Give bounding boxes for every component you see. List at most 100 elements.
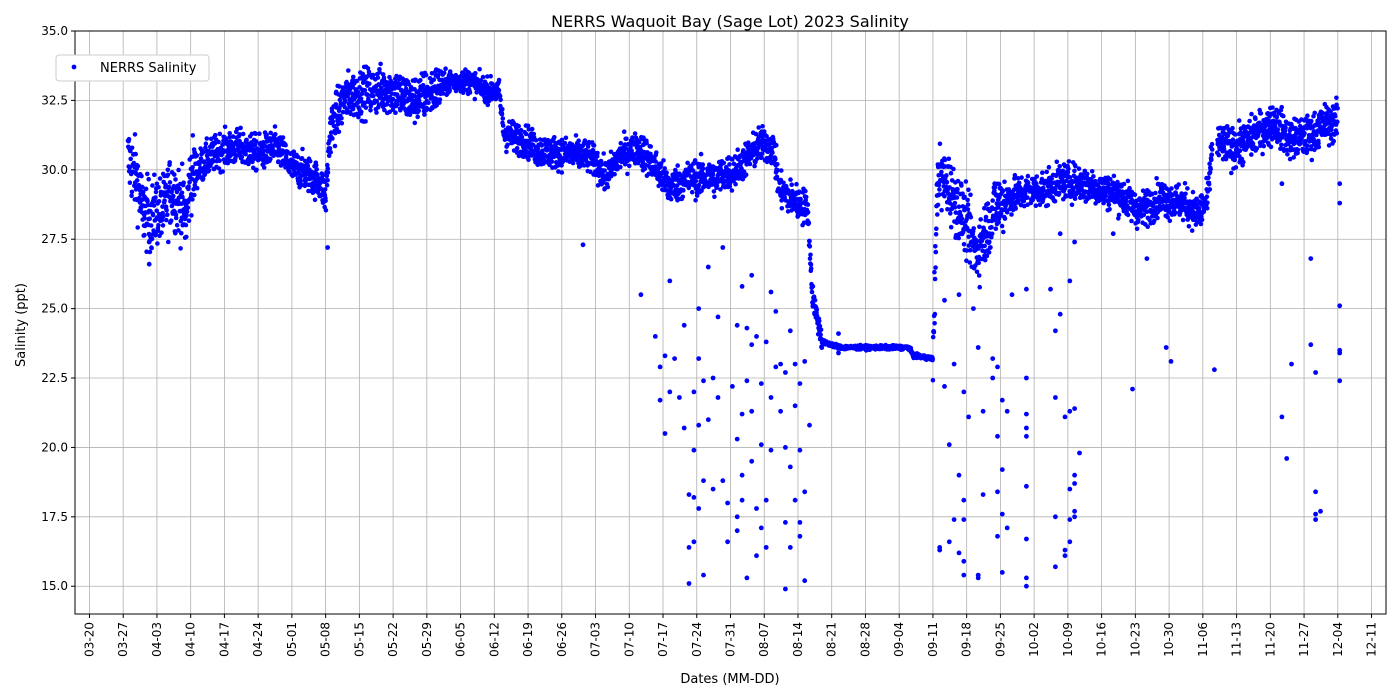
data-point bbox=[982, 257, 988, 263]
data-point bbox=[576, 138, 581, 143]
data-point bbox=[675, 163, 680, 168]
data-point bbox=[693, 198, 698, 203]
data-point bbox=[974, 269, 980, 275]
data-point bbox=[403, 86, 409, 91]
data-point bbox=[166, 184, 172, 190]
data-point bbox=[937, 187, 942, 192]
data-point bbox=[211, 159, 216, 164]
data-point bbox=[741, 148, 746, 153]
data-point bbox=[165, 172, 171, 178]
data-point bbox=[1183, 191, 1188, 197]
data-point bbox=[335, 121, 341, 127]
data-point bbox=[552, 135, 557, 140]
data-point bbox=[937, 141, 943, 147]
data-point bbox=[1034, 181, 1039, 186]
data-point bbox=[322, 187, 328, 192]
data-point bbox=[788, 177, 793, 182]
data-point bbox=[1066, 159, 1072, 164]
data-point bbox=[933, 232, 939, 237]
data-point bbox=[811, 294, 817, 300]
data-point bbox=[559, 170, 565, 175]
data-point bbox=[752, 163, 757, 169]
data-point bbox=[516, 123, 521, 129]
data-point bbox=[570, 160, 576, 166]
data-point bbox=[714, 183, 720, 188]
data-point bbox=[1207, 187, 1213, 192]
data-point bbox=[163, 204, 169, 209]
data-point bbox=[680, 194, 686, 200]
data-point bbox=[994, 211, 999, 216]
data-point bbox=[816, 318, 822, 324]
data-point bbox=[370, 72, 376, 78]
data-point bbox=[1167, 218, 1173, 224]
data-point bbox=[1241, 159, 1246, 165]
data-point bbox=[156, 185, 161, 190]
data-point bbox=[156, 223, 161, 228]
data-point bbox=[688, 174, 693, 179]
data-point bbox=[796, 189, 802, 194]
data-point bbox=[149, 245, 154, 251]
data-point bbox=[966, 187, 971, 193]
data-point bbox=[690, 168, 696, 173]
data-point bbox=[189, 213, 194, 218]
data-point bbox=[184, 209, 190, 214]
data-point bbox=[955, 178, 961, 184]
data-point bbox=[173, 215, 179, 221]
data-point bbox=[624, 136, 629, 141]
data-point bbox=[1041, 187, 1046, 193]
data-point bbox=[216, 166, 222, 171]
data-point bbox=[497, 93, 503, 99]
data-point bbox=[1140, 188, 1146, 193]
data-point bbox=[810, 284, 816, 289]
data-point bbox=[533, 138, 539, 143]
data-point bbox=[253, 139, 259, 144]
data-point bbox=[1052, 198, 1058, 204]
data-point bbox=[989, 225, 994, 230]
data-point bbox=[644, 140, 649, 146]
data-point bbox=[216, 139, 221, 145]
data-point bbox=[977, 284, 982, 290]
data-point bbox=[1221, 146, 1227, 152]
data-point bbox=[1145, 224, 1150, 229]
data-point bbox=[163, 182, 168, 188]
data-point bbox=[217, 158, 222, 164]
data-point bbox=[930, 356, 935, 362]
data-point bbox=[1069, 202, 1075, 208]
data-point bbox=[222, 124, 228, 130]
data-point bbox=[803, 188, 808, 194]
data-point bbox=[514, 146, 520, 151]
data-point bbox=[642, 166, 648, 171]
data-point bbox=[280, 135, 286, 140]
data-point bbox=[1206, 182, 1212, 187]
data-point bbox=[689, 189, 695, 195]
data-point bbox=[1107, 207, 1112, 212]
data-point bbox=[291, 149, 297, 154]
data-point bbox=[1067, 175, 1073, 180]
data-point bbox=[1189, 228, 1195, 233]
data-point bbox=[488, 73, 494, 79]
data-point bbox=[139, 173, 144, 179]
data-point bbox=[540, 148, 545, 154]
data-point bbox=[407, 112, 413, 117]
data-point bbox=[145, 171, 150, 177]
data-point bbox=[1196, 206, 1202, 211]
data-point bbox=[365, 92, 370, 98]
data-point bbox=[1013, 206, 1018, 211]
data-point bbox=[948, 170, 954, 176]
data-point bbox=[149, 236, 155, 242]
data-point bbox=[337, 97, 343, 103]
data-point bbox=[808, 252, 813, 258]
data-point bbox=[933, 249, 939, 255]
data-point bbox=[964, 248, 970, 253]
data-point bbox=[1125, 212, 1131, 218]
data-point bbox=[1274, 114, 1280, 120]
data-point bbox=[427, 76, 433, 81]
data-point bbox=[1249, 111, 1254, 117]
data-point bbox=[165, 167, 171, 173]
data-point bbox=[127, 165, 132, 170]
data-point bbox=[525, 123, 531, 129]
data-point bbox=[789, 182, 794, 187]
data-point bbox=[1229, 170, 1234, 176]
data-point bbox=[964, 258, 969, 264]
data-point bbox=[147, 216, 152, 221]
